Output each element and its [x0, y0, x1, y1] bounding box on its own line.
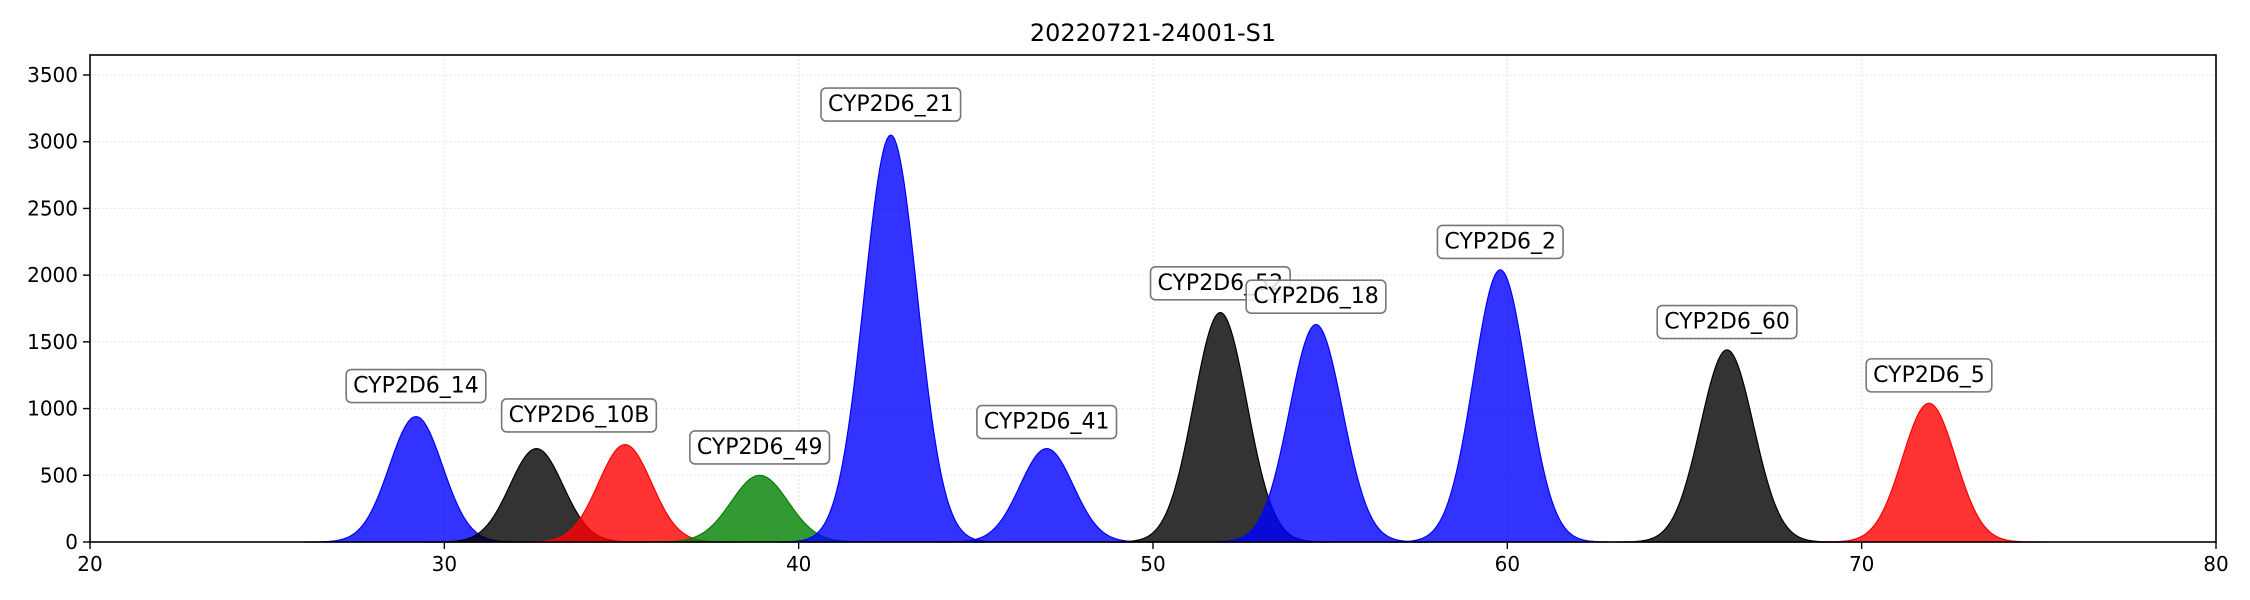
peak-label: CYP2D6_41	[976, 404, 1118, 440]
peak-label-text: CYP2D6_2	[1444, 229, 1556, 254]
peak-label-box	[1245, 279, 1387, 314]
x-tick-label: 50	[1140, 552, 1165, 576]
peak-label-box	[345, 368, 487, 404]
x-tick-label: 20	[77, 552, 102, 576]
peak-area	[1203, 323, 1429, 543]
peak-area	[1388, 269, 1613, 543]
peak-label: CYP2D6_10B	[500, 398, 658, 433]
peak-label: CYP2D6_49	[689, 430, 831, 465]
peak-label-text: CYP2D6_5	[1873, 363, 1985, 388]
peak-labels-layer: CYP2D6_14 CYP2D6_10B CYP2D6_49 CYP2D6_21 CYP…	[345, 87, 1993, 465]
peak-label-text: CYP2D6_49	[697, 435, 823, 460]
peak-area	[1614, 349, 1840, 543]
x-tick-label: 40	[786, 552, 811, 576]
x-tick-label: 30	[432, 552, 457, 576]
peak-label-text: CYP2D6_14	[353, 374, 479, 399]
peak-label: CYP2D6_14	[345, 368, 487, 404]
peak-label-box	[1865, 358, 1993, 393]
y-tick-label: 2000	[27, 263, 78, 287]
peak-label-box	[689, 430, 831, 465]
peak-label-box	[1656, 304, 1798, 340]
y-tick-label: 3500	[27, 63, 78, 87]
x-tick-label: 80	[2203, 552, 2228, 576]
y-tick-label: 500	[40, 463, 78, 487]
peak-label-box	[1436, 224, 1564, 260]
peak-area	[934, 447, 1159, 543]
peak-label: CYP2D6_2	[1436, 224, 1564, 260]
peak-label-box	[500, 398, 658, 433]
peak-label-text: CYP2D6_41	[984, 410, 1110, 435]
peaks-layer	[303, 134, 2042, 543]
peak-label-box	[820, 87, 962, 122]
peak-area	[778, 134, 1004, 543]
chart-title: 20220721-24001-S1	[1030, 19, 1276, 47]
peak-label: CYP2D6_60	[1656, 304, 1798, 340]
peak-label: CYP2D6_5	[1865, 358, 1993, 393]
axis-layer: 20 30 40 50 60 70 80 0 500 1000 1500 2000 2500 3000 35…	[27, 63, 2229, 576]
peak-label-text: CYP2D6_10B	[509, 403, 650, 428]
peak-label-text: CYP2D6_21	[828, 92, 954, 117]
y-tick-label: 1500	[27, 330, 78, 354]
peak-label-text: CYP2D6_18	[1253, 284, 1379, 309]
y-tick-label: 2500	[27, 196, 78, 220]
x-tick-label: 60	[1495, 552, 1520, 576]
x-tick-label: 70	[1849, 552, 1874, 576]
peak-label: CYP2D6_18	[1245, 279, 1387, 314]
peak-label: CYP2D6_21	[820, 87, 962, 122]
y-tick-label: 1000	[27, 397, 78, 421]
peak-label-text: CYP2D6_60	[1664, 310, 1790, 335]
y-tick-label: 3000	[27, 130, 78, 154]
y-tick-label: 0	[65, 530, 78, 554]
peak-area	[1816, 402, 2042, 543]
peak-label-box	[976, 404, 1118, 440]
